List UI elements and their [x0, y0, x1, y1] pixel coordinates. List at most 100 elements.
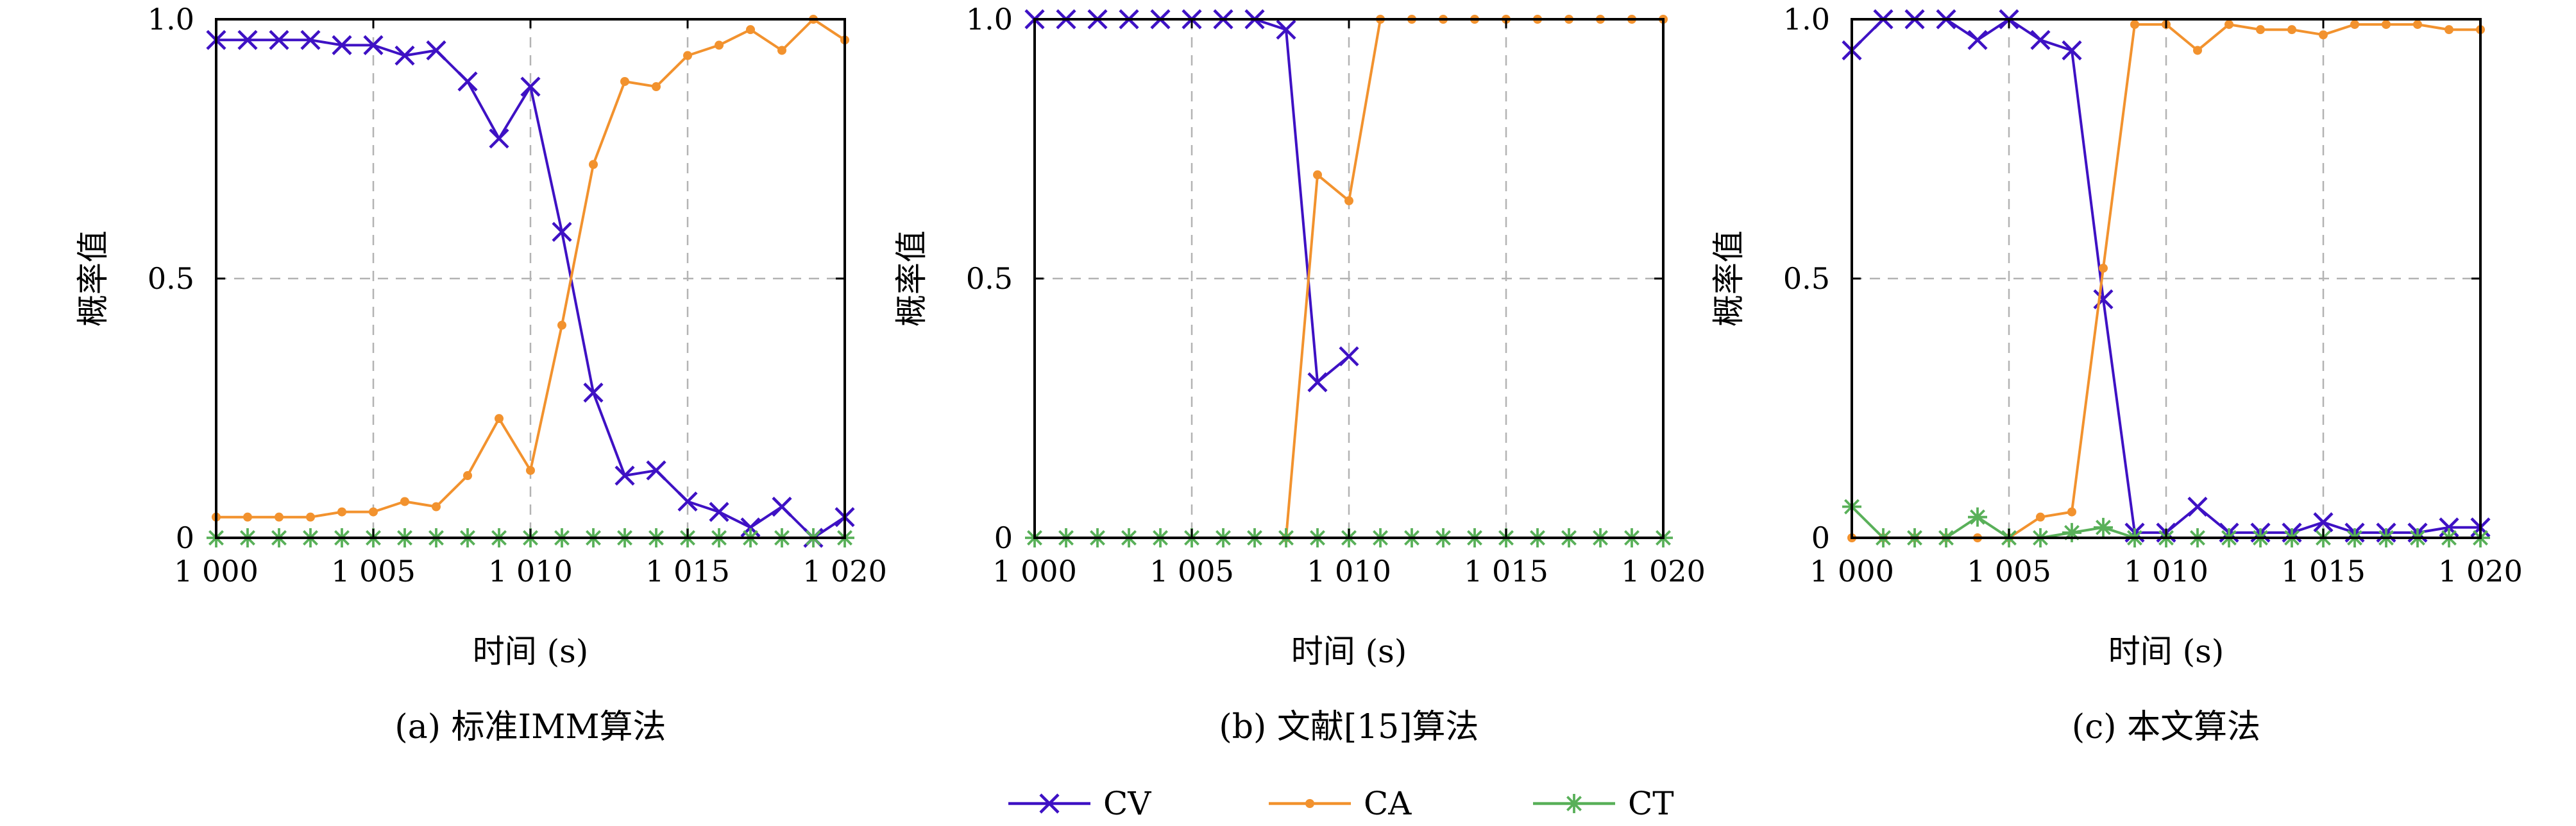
x-tick-label: 1 020 — [2438, 554, 2523, 589]
data-point-ca — [526, 465, 535, 475]
chart-panel-1: 1 000 1 005 1 010 1 015 1 020 0 0.5 1.0 时间 (s) 概率… — [893, 2, 1706, 746]
data-point-cv — [363, 35, 384, 55]
data-point-ct — [2062, 522, 2081, 542]
data-point-cv — [394, 45, 415, 66]
data-point-cv — [457, 71, 478, 92]
x-axis-label: 时间 (s) — [2108, 633, 2224, 670]
data-point-cv — [2313, 512, 2334, 533]
y-tick-label: 1.0 — [148, 2, 194, 37]
data-point-cv — [709, 502, 729, 522]
data-point-ca — [337, 507, 346, 517]
x-tick-label: 1 020 — [802, 554, 887, 589]
data-point-ca — [2193, 46, 2202, 55]
panel-caption: (a) 标准IMM算法 — [394, 708, 666, 746]
data-point-ca — [557, 320, 566, 330]
data-point-cv — [269, 30, 289, 50]
y-tick-label: 0 — [994, 521, 1013, 555]
y-tick-label: 0.5 — [966, 261, 1013, 296]
legend-label: CV — [1103, 785, 1151, 822]
data-point-ca — [369, 507, 378, 517]
panels: 1 000 1 005 1 010 1 015 1 020 0 0.5 1.0 时间 (s) 概率… — [74, 2, 2523, 746]
x-tick-label: 1 000 — [1809, 554, 1894, 589]
data-point-ca — [620, 76, 629, 86]
legend-item-cv: CV — [1008, 785, 1151, 822]
data-point-cv — [614, 465, 635, 486]
data-point-ca — [432, 502, 441, 512]
y-axis-label: 概率值 — [74, 230, 112, 327]
data-point-ca — [715, 40, 724, 50]
data-point-cv — [2062, 40, 2082, 61]
data-point-ca — [2099, 263, 2108, 273]
x-tick-label: 1 015 — [2281, 554, 2366, 589]
x-tick-label: 1 000 — [174, 554, 258, 589]
data-point-ca — [495, 414, 504, 424]
data-point-ca — [2445, 25, 2453, 35]
x-tick-label: 1 015 — [1464, 554, 1548, 589]
data-point-cv — [1339, 346, 1359, 366]
data-point-ca — [2067, 507, 2076, 517]
x-tick-label: 1 010 — [488, 554, 573, 589]
x-axis-label: 时间 (s) — [473, 633, 589, 670]
x-tick-label: 1 010 — [1307, 554, 1391, 589]
data-point-ca — [2036, 512, 2045, 522]
x-tick-label: 1 000 — [992, 554, 1077, 589]
y-tick-label: 0.5 — [148, 261, 194, 296]
legend-item-ct: CT — [1533, 785, 1674, 822]
data-point-ca — [777, 46, 786, 55]
y-tick-label: 0 — [176, 521, 194, 555]
data-point-ca — [683, 51, 692, 60]
data-point-cv — [237, 30, 258, 50]
data-point-ca — [746, 25, 755, 35]
chart-panel-2: 1 000 1 005 1 010 1 015 1 020 0 0.5 1.0 时间 (s) 概率… — [1710, 2, 2523, 746]
panel-caption: (c) 本文算法 — [2072, 708, 2260, 746]
data-point-cv — [300, 30, 321, 50]
legend: CV CA CT — [1008, 785, 1674, 822]
data-point-ca — [2287, 25, 2296, 35]
legend-marker-cv — [1039, 793, 1060, 814]
data-point-ca — [463, 471, 472, 481]
data-point-cv — [2187, 496, 2208, 517]
data-point-cv — [489, 128, 509, 149]
data-point-ca — [589, 160, 598, 169]
legend-marker-ct — [1564, 794, 1584, 813]
data-point-ca — [1344, 196, 1353, 205]
legend-label: CT — [1628, 785, 1674, 822]
data-point-ct — [2094, 517, 2113, 537]
data-point-ca — [652, 82, 661, 92]
data-point-cv — [552, 221, 572, 242]
data-point-cv — [1276, 19, 1296, 40]
legend-label: CA — [1364, 785, 1412, 822]
data-point-cv — [1307, 372, 1328, 393]
data-point-ca — [2224, 20, 2233, 30]
data-point-cv — [583, 383, 604, 403]
x-axis-label: 时间 (s) — [1291, 633, 1407, 670]
data-point-cv — [1967, 30, 1988, 50]
data-point-ca — [2413, 20, 2422, 30]
y-axis-label: 概率值 — [1710, 230, 1747, 327]
x-tick-label: 1 005 — [1149, 554, 1234, 589]
x-tick-label: 1 010 — [2124, 554, 2208, 589]
data-point-ca — [306, 512, 315, 522]
data-point-cv — [520, 76, 541, 97]
y-tick-label: 0 — [1811, 521, 1830, 555]
data-point-cv — [2030, 30, 2051, 50]
panel-caption: (b) 文献[15]算法 — [1219, 708, 1479, 746]
x-tick-label: 1 005 — [1967, 554, 2051, 589]
data-point-cv — [772, 496, 792, 517]
data-point-cv — [646, 460, 666, 481]
data-point-ca — [2382, 20, 2391, 30]
x-tick-label: 1 020 — [1621, 554, 1706, 589]
data-point-ct — [1968, 507, 1987, 527]
data-point-cv — [677, 491, 698, 512]
legend-marker-ca — [1305, 799, 1314, 808]
data-point-cv — [426, 40, 446, 61]
legend-item-ca: CA — [1269, 785, 1412, 822]
data-point-ca — [243, 512, 252, 522]
data-point-ca — [2256, 25, 2265, 35]
series-line-ca — [1852, 23, 2480, 539]
data-point-ca — [2319, 30, 2328, 40]
data-point-cv — [332, 35, 352, 55]
chart-panel-0: 1 000 1 005 1 010 1 015 1 020 0 0.5 1.0 时间 (s) 概率… — [74, 2, 887, 746]
x-tick-label: 1 015 — [645, 554, 730, 589]
